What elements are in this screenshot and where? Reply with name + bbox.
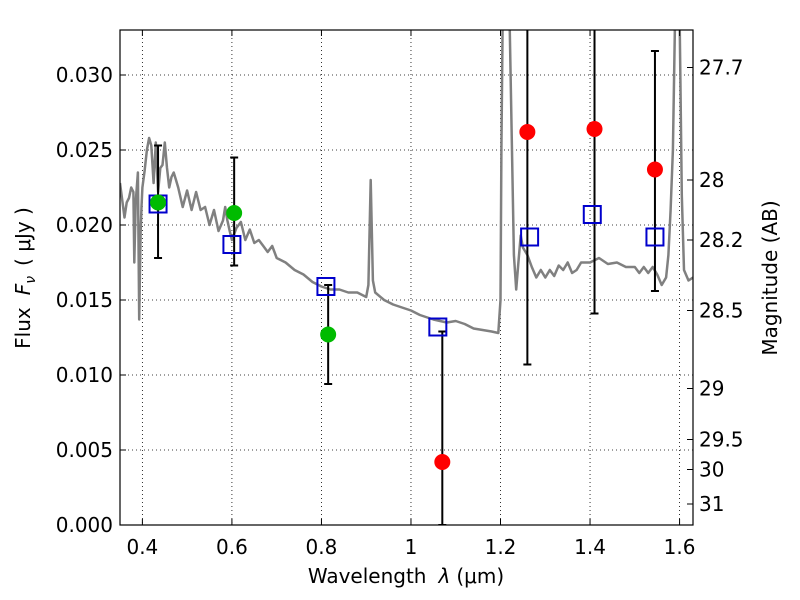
y2-axis-title: Magnitude (AB) bbox=[758, 200, 782, 355]
spectrum-line bbox=[120, 30, 693, 335]
y-tick-label: 0.030 bbox=[56, 63, 113, 87]
marker-layer bbox=[148, 121, 665, 470]
red-data-point bbox=[646, 161, 663, 178]
y-tick-label: 0.025 bbox=[56, 138, 113, 162]
grid bbox=[120, 30, 693, 525]
y2-tick-label: 28.2 bbox=[699, 228, 744, 252]
model-flux-square bbox=[316, 277, 336, 296]
x-axis-title: Wavelength λ (μm) bbox=[308, 564, 504, 588]
y2-tick-label: 27.7 bbox=[699, 56, 744, 80]
x-tick-label: 1.4 bbox=[574, 535, 606, 559]
x-tick-label: 0.6 bbox=[216, 535, 248, 559]
x-tick-label: 0.4 bbox=[126, 535, 158, 559]
spectrum-layer bbox=[120, 30, 693, 335]
x-tick-label: 0.8 bbox=[306, 535, 338, 559]
y-tick-label: 0.015 bbox=[56, 288, 113, 312]
y2-tick-label: 28 bbox=[699, 168, 724, 192]
x-tick-labels: 0.4 0.6 0.8 1 1.2 1.4 1.6 bbox=[126, 535, 695, 559]
y-tick-label: 0.010 bbox=[56, 363, 113, 387]
tick-layer bbox=[120, 30, 693, 526]
y-tick-labels: 0.000 0.005 0.010 0.015 0.020 0.025 0.030 bbox=[56, 63, 113, 537]
model-flux-square bbox=[645, 227, 665, 247]
model-flux-square bbox=[222, 235, 242, 254]
y-tick-label: 0.020 bbox=[56, 213, 113, 237]
x-tick-label: 1.6 bbox=[664, 535, 696, 559]
x-tick-label: 1.2 bbox=[485, 535, 517, 559]
y-tick-label: 0.005 bbox=[56, 438, 113, 462]
y2-tick-label: 30 bbox=[699, 458, 724, 482]
plot-frame bbox=[119, 29, 694, 526]
y-tick-label: 0.000 bbox=[56, 513, 113, 537]
y-axis-title: FluxFν( μJy ) bbox=[11, 207, 39, 349]
x-tick-label: 1 bbox=[405, 535, 418, 559]
green-data-point bbox=[320, 326, 337, 343]
green-data-point bbox=[226, 205, 243, 221]
y2-tick-label: 29.5 bbox=[699, 428, 744, 452]
y2-tick-label: 29 bbox=[699, 377, 724, 401]
red-data-point bbox=[519, 124, 536, 140]
errorbar-layer bbox=[154, 30, 659, 525]
y2-tick-label: 28.5 bbox=[699, 299, 744, 323]
y2-tick-labels: 27.7 28 28.2 28.5 29 29.5 30 31 bbox=[699, 56, 744, 517]
model-flux-square bbox=[582, 205, 602, 224]
red-data-point bbox=[434, 454, 451, 470]
red-data-point bbox=[586, 121, 603, 137]
green-data-point bbox=[150, 194, 167, 211]
model-flux-square bbox=[520, 227, 540, 247]
model-flux-square bbox=[428, 317, 448, 337]
y2-tick-label: 31 bbox=[699, 492, 724, 516]
